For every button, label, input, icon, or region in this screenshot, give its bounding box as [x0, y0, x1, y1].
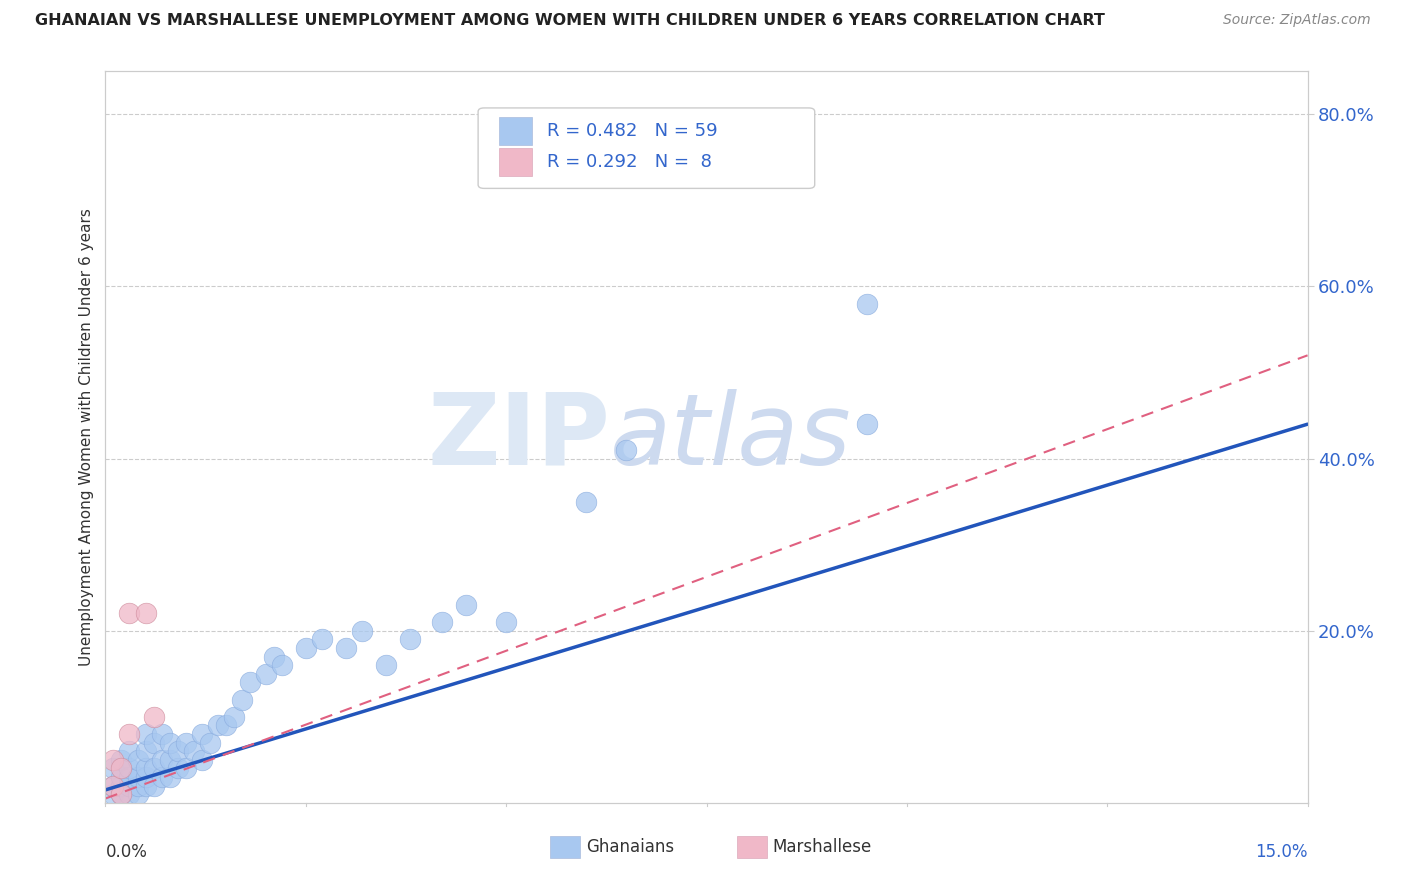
Point: [311, 632, 333, 647]
Point: [183, 744, 205, 758]
Point: [166, 761, 188, 775]
Point: [142, 710, 165, 724]
Point: [150, 753, 173, 767]
Point: [174, 761, 197, 775]
Y-axis label: Unemployment Among Women with Children Under 6 years: Unemployment Among Women with Children U…: [79, 208, 94, 666]
Point: [855, 417, 877, 432]
Point: [142, 761, 165, 775]
Bar: [499, 117, 533, 145]
Point: [159, 735, 181, 749]
Text: ZIP: ZIP: [427, 389, 610, 485]
Point: [103, 787, 125, 801]
Bar: [550, 836, 581, 858]
Point: [150, 770, 173, 784]
Text: atlas: atlas: [610, 389, 852, 485]
Point: [127, 753, 149, 767]
Bar: [737, 836, 766, 858]
Point: [110, 779, 132, 793]
Point: [430, 615, 453, 629]
Point: [135, 744, 157, 758]
Point: [127, 787, 149, 801]
Text: GHANAIAN VS MARSHALLESE UNEMPLOYMENT AMONG WOMEN WITH CHILDREN UNDER 6 YEARS COR: GHANAIAN VS MARSHALLESE UNEMPLOYMENT AMO…: [35, 13, 1105, 29]
Point: [118, 727, 141, 741]
Point: [616, 442, 638, 457]
Point: [174, 735, 197, 749]
Point: [254, 666, 277, 681]
FancyBboxPatch shape: [478, 108, 814, 188]
Point: [166, 744, 188, 758]
Text: 0.0%: 0.0%: [105, 843, 148, 861]
Point: [159, 753, 181, 767]
Point: [335, 640, 357, 655]
Point: [135, 727, 157, 741]
Point: [118, 770, 141, 784]
Point: [350, 624, 373, 638]
Text: Ghanaians: Ghanaians: [586, 838, 675, 855]
Point: [374, 658, 398, 673]
Point: [190, 727, 212, 741]
Point: [118, 744, 141, 758]
Point: [110, 787, 132, 801]
Point: [110, 753, 132, 767]
Text: R = 0.482   N = 59: R = 0.482 N = 59: [547, 121, 717, 140]
Point: [159, 770, 181, 784]
Point: [263, 649, 285, 664]
Point: [103, 761, 125, 775]
Text: R = 0.292   N =  8: R = 0.292 N = 8: [547, 153, 711, 171]
Text: Marshallese: Marshallese: [773, 838, 872, 855]
Point: [118, 787, 141, 801]
Point: [222, 710, 245, 724]
Point: [399, 632, 422, 647]
Point: [207, 718, 229, 732]
Point: [190, 753, 212, 767]
Point: [495, 615, 517, 629]
Point: [127, 779, 149, 793]
Point: [270, 658, 292, 673]
Point: [127, 770, 149, 784]
Point: [118, 779, 141, 793]
Point: [295, 640, 318, 655]
Point: [198, 735, 221, 749]
Point: [135, 779, 157, 793]
Point: [103, 779, 125, 793]
Bar: [499, 148, 533, 176]
Point: [118, 761, 141, 775]
Point: [103, 779, 125, 793]
Point: [110, 787, 132, 801]
Point: [239, 675, 262, 690]
Point: [150, 727, 173, 741]
Point: [103, 753, 125, 767]
Point: [142, 779, 165, 793]
Point: [454, 598, 477, 612]
Point: [855, 296, 877, 310]
Point: [118, 607, 141, 621]
Point: [135, 607, 157, 621]
Text: Source: ZipAtlas.com: Source: ZipAtlas.com: [1223, 13, 1371, 28]
Point: [135, 770, 157, 784]
Point: [110, 770, 132, 784]
Point: [135, 761, 157, 775]
Point: [575, 494, 598, 508]
Point: [142, 735, 165, 749]
Point: [110, 761, 132, 775]
Text: 15.0%: 15.0%: [1256, 843, 1308, 861]
Point: [214, 718, 236, 732]
Point: [231, 692, 253, 706]
